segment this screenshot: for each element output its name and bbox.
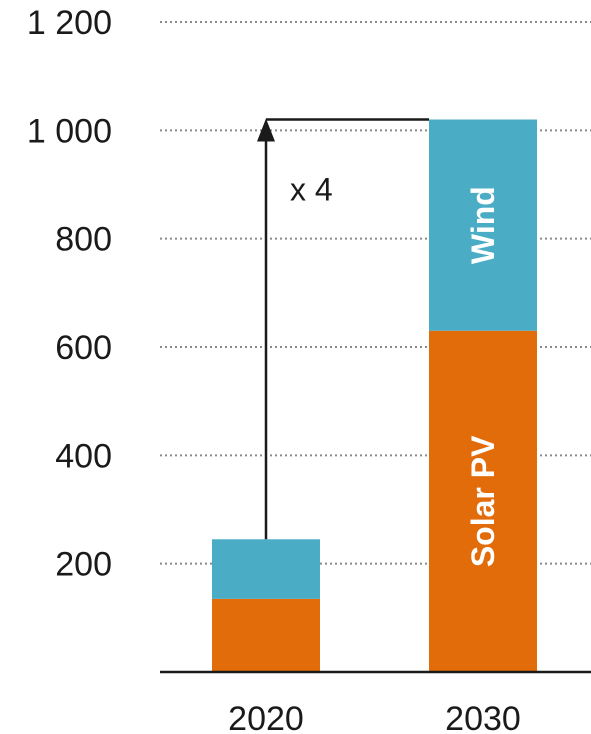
y-axis-ticks: 200 400 600 800 1 000 1 200 [27, 4, 112, 584]
bar-wind-2030 [429, 119, 537, 331]
x-axis: 2020 2030 [160, 670, 591, 734]
y-tick-label: 200 [55, 546, 112, 584]
y-tick-label: 1 200 [27, 4, 112, 42]
growth-annotation: x 4 [257, 118, 429, 540]
y-tick-label: 800 [55, 221, 112, 259]
x-category-label: 2020 [228, 700, 304, 734]
y-tick-label: 600 [55, 329, 112, 367]
y-tick-label: 1 000 [27, 112, 112, 150]
growth-arrow-head [257, 118, 275, 142]
bar-wind-2020 [212, 539, 320, 599]
gridlines [160, 21, 591, 565]
growth-multiplier-label: x 4 [290, 172, 333, 208]
bar-solar-pv-2030 [429, 330, 537, 672]
series-label-solar-pv: Solar PV [465, 435, 501, 567]
bar-solar-pv-2020 [212, 598, 320, 672]
series-label-wind: Wind [465, 186, 501, 264]
x-category-label: 2030 [445, 700, 521, 734]
bars: Solar PV Wind [212, 119, 537, 672]
y-tick-label: 400 [55, 437, 112, 475]
